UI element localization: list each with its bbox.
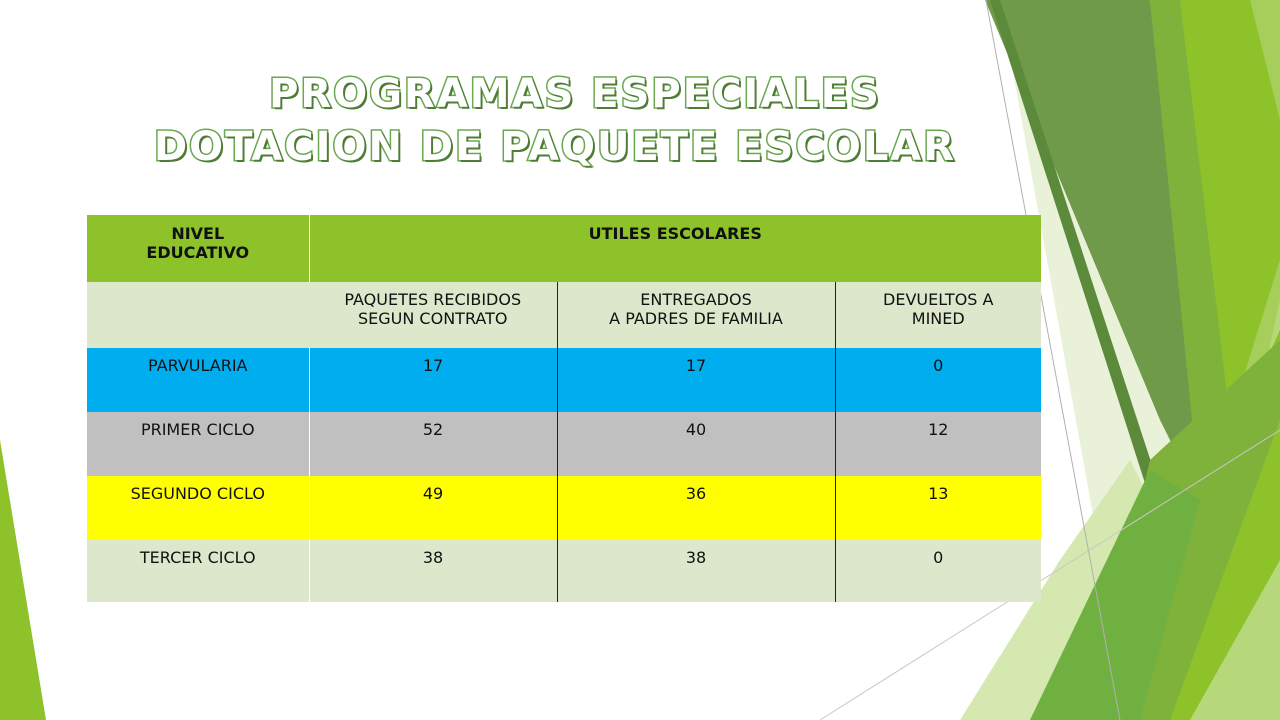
cell-entregados: 17 xyxy=(556,348,835,412)
cell-nivel: TERCER CICLO xyxy=(87,540,310,602)
subheader-devueltos: DEVUELTOS A MINED xyxy=(834,282,1041,348)
cell-entregados: 38 xyxy=(556,540,835,602)
title-line-2: DOTACION DE PAQUETE ESCOLAR xyxy=(152,123,957,172)
table-row: PRIMER CICLO 52 40 12 xyxy=(87,412,1041,476)
cell-nivel: SEGUNDO CICLO xyxy=(87,476,310,540)
cell-nivel: PARVULARIA xyxy=(87,348,310,412)
cell-recibidos: 52 xyxy=(309,412,557,476)
school-package-table: NIVEL EDUCATIVO UTILES ESCOLARES PAQUETE… xyxy=(87,215,1041,602)
table-subheader-row: PAQUETES RECIBIDOS SEGUN CONTRATO ENTREG… xyxy=(87,282,1041,348)
table-row: TERCER CICLO 38 38 0 xyxy=(87,540,1041,602)
cell-devueltos: 12 xyxy=(834,412,1041,476)
header-utiles-escolares: UTILES ESCOLARES xyxy=(308,215,1041,282)
table-row: SEGUNDO CICLO 49 36 13 xyxy=(87,476,1041,540)
subheader-entregados: ENTREGADOS A PADRES DE FAMILIA xyxy=(556,282,835,348)
cell-recibidos: 49 xyxy=(309,476,557,540)
subheader-blank xyxy=(87,282,309,348)
subheader-recibidos: PAQUETES RECIBIDOS SEGUN CONTRATO xyxy=(309,282,557,348)
table-row: PARVULARIA 17 17 0 xyxy=(87,348,1041,412)
title-line-1: PROGRAMAS ESPECIALES xyxy=(268,70,881,119)
header-nivel-educativo: NIVEL EDUCATIVO xyxy=(87,215,309,282)
table-header-row: NIVEL EDUCATIVO UTILES ESCOLARES xyxy=(87,215,1041,282)
cell-recibidos: 17 xyxy=(309,348,557,412)
cell-devueltos: 0 xyxy=(834,348,1041,412)
cell-nivel: PRIMER CICLO xyxy=(87,412,310,476)
cell-entregados: 36 xyxy=(556,476,835,540)
cell-entregados: 40 xyxy=(556,412,835,476)
cell-devueltos: 13 xyxy=(834,476,1041,540)
cell-recibidos: 38 xyxy=(309,540,557,602)
cell-devueltos: 0 xyxy=(834,540,1041,602)
